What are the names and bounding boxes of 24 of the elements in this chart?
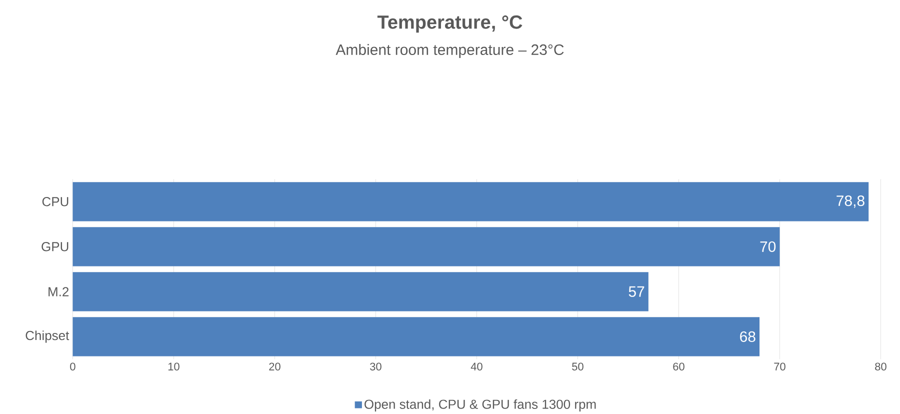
x-tick-label: 50 bbox=[572, 362, 584, 370]
bar bbox=[72, 316, 760, 356]
x-tick-label: 30 bbox=[370, 362, 382, 370]
data-label: 57 bbox=[628, 286, 644, 297]
data-label: 78,8 bbox=[836, 195, 864, 208]
x-tick-label: 60 bbox=[673, 362, 684, 370]
y-tick-label: CPU bbox=[42, 196, 68, 206]
bar bbox=[72, 272, 648, 312]
y-tick-label: M.2 bbox=[48, 286, 69, 296]
x-tick-label: 0 bbox=[70, 362, 76, 370]
x-tick-label: 40 bbox=[470, 362, 482, 370]
x-tick-label: 20 bbox=[269, 362, 280, 370]
x-tick-label: 70 bbox=[774, 362, 786, 370]
y-tick-label: GPU bbox=[42, 242, 68, 252]
chart-subtitle: Ambient room temperature – 23°C bbox=[336, 44, 564, 58]
legend-label: Open stand, CPU & GPU fans 1300 rpm bbox=[364, 399, 596, 412]
chart-title: Temperature, °C bbox=[377, 15, 522, 32]
y-tick-label: Chipset bbox=[26, 330, 70, 343]
x-tick-label: 80 bbox=[875, 362, 886, 370]
data-label: 70 bbox=[760, 241, 776, 252]
x-tick-label: 10 bbox=[168, 362, 180, 370]
bar bbox=[72, 226, 780, 266]
bar bbox=[72, 182, 869, 222]
data-label: 68 bbox=[740, 331, 756, 342]
